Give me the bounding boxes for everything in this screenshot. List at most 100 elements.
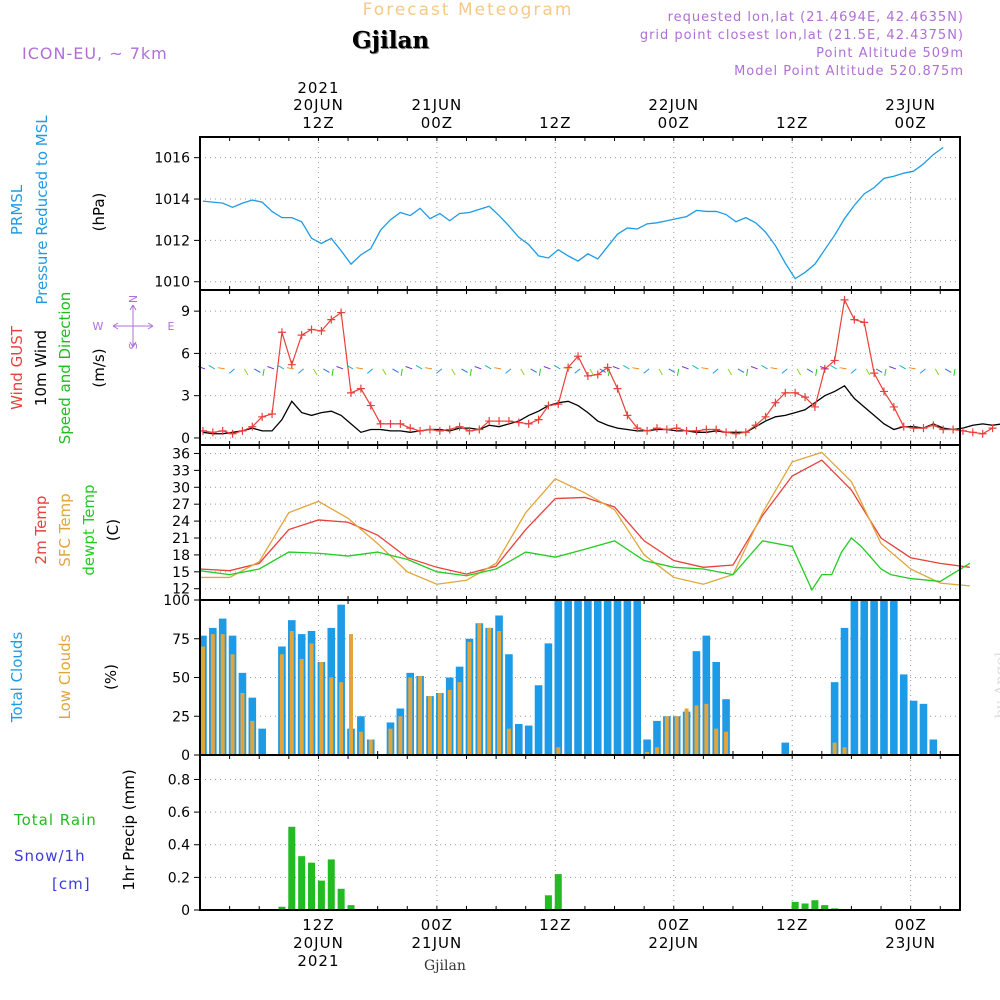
time-axis-bottom-date: 23JUN [885,934,936,952]
rain-bar [821,905,829,910]
y-tick-label: 33 [172,463,190,479]
low-cloud-bar [684,708,689,755]
y-tick-label: 25 [172,709,190,725]
temp-unit-label: (C) [104,519,122,541]
wind-speed-line [202,384,1000,435]
prmsl-line [202,146,944,280]
gust-marker [495,417,504,426]
y-tick-label: 1016 [154,151,190,167]
y-tick-label: 1010 [154,275,190,291]
low-cloud-bar [832,742,837,755]
gust-marker [416,426,425,435]
total-cloud-bar [613,600,622,755]
gust-marker [929,421,938,430]
time-axis-top-hour: 00Z [658,114,690,132]
gust-marker [258,412,267,421]
total-cloud-bar [653,720,661,755]
total-cloud-bar [722,699,730,755]
wind-direction-arrow [850,368,857,374]
gust-marker [366,401,375,410]
total-cloud-bar [337,604,345,755]
y-tick-label: 36 [172,446,190,462]
total-cloud-bar [554,600,563,755]
wind-direction-arrow [599,368,607,373]
wind-direction-arrow [267,366,275,370]
gust-marker [268,410,277,418]
low-cloud-bar [289,631,294,755]
total-cloud-bar [643,739,651,755]
wind-direction-arrow [277,364,285,370]
low-cloud-bar [704,703,709,755]
snow-label: Snow/1h [14,847,86,865]
time-axis-top-hour: 00Z [894,114,926,132]
gust-marker [218,426,227,435]
gust-marker [889,402,898,411]
low-cloud-bar [664,716,669,755]
gust-marker [514,418,523,427]
low-cloud-bar [279,654,284,755]
dewpt-temp-line [199,537,971,592]
wind-direction-arrow [819,366,827,370]
gust-marker [682,426,691,435]
panel-2-frame [199,289,961,446]
wind-direction-arrow [461,368,468,373]
gust-marker [850,315,859,324]
total-cloud-bar [505,654,513,755]
wind-direction-arrow [336,366,344,370]
gust-marker [327,315,336,324]
total-cloud-bar [870,600,878,755]
total-cloud-bar [899,674,908,755]
gust-marker [672,424,681,433]
gust-marker [574,352,583,361]
gust-marker [406,424,415,433]
wind-direction-arrow [865,368,871,376]
total-rain-label: Total Rain [13,811,97,829]
y-tick-label: 0.8 [168,772,190,788]
compass-arrows-vertical [129,304,137,348]
y-tick-label: 1014 [154,192,190,208]
total-cloud-bar [623,600,632,755]
low-clouds-label: Low Clouds [56,634,74,719]
gust-marker [425,425,434,434]
gust-marker [771,398,780,407]
y-tick-label: 0.4 [168,838,190,854]
low-cloud-bar [299,658,304,755]
gust-marker [248,422,257,431]
wind-10m-label: 10m Wind [32,330,50,406]
wind-direction-arrow [643,368,650,374]
pressure-unit-label: (hPa) [90,193,108,232]
total-cloud-bar [850,600,859,755]
gust-marker [722,428,731,437]
gust-marker [988,424,997,433]
total-cloud-bar [880,600,888,755]
y-tick-label: 75 [172,632,190,648]
gust-marker [949,425,958,434]
wind-direction-arrow [405,366,413,370]
gust-marker [879,387,888,396]
total-cloud-bar [702,635,711,755]
wind-direction-arrow [668,368,676,373]
total-cloud-bar [633,600,642,755]
temp-2m-label: 2m Temp [32,496,50,565]
y-tick-label: 18 [172,548,190,564]
panel-2-grid [194,290,960,445]
gust-marker [939,425,948,434]
wind-direction-arrow [392,368,399,373]
total-cloud-bar [603,600,612,755]
wind-direction-arrow [770,367,778,370]
gust-marker [741,428,750,437]
time-axis-bottom-hour: 12Z [776,916,808,934]
y-tick-label: 27 [172,497,190,513]
rain-bar [347,905,355,910]
gust-marker [909,424,918,433]
gust-marker [277,328,286,337]
gust-marker [643,426,652,435]
time-axis-top-date: 23JUN [885,96,936,114]
wind-direction-arrow [589,368,594,376]
gust-marker [613,384,622,393]
wind-direction-arrow [701,367,709,370]
gust-marker [534,415,543,424]
rain-bar [317,880,325,910]
wind-direction-arrow [217,367,225,370]
wind-direction-arrow [530,368,537,373]
